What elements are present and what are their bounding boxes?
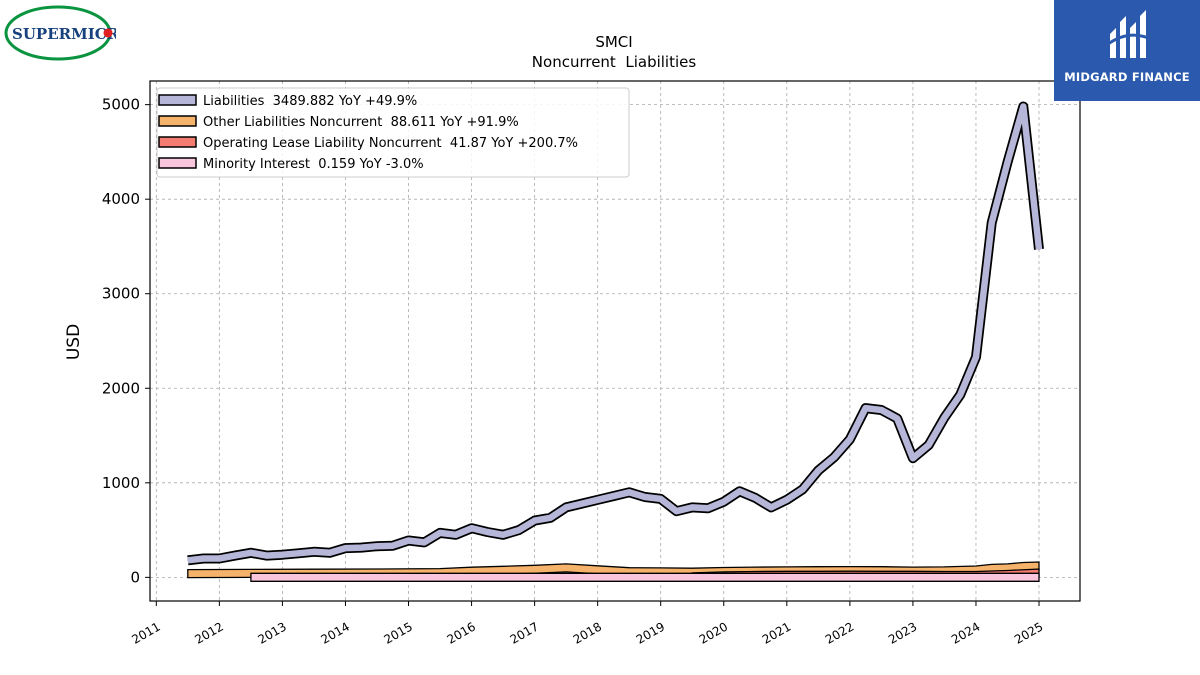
x-tick-label: 2024 [949, 619, 982, 646]
series-liabilities [187, 101, 1044, 566]
legend-swatch-minority-interest [158, 157, 197, 169]
series-band [250, 572, 1040, 582]
supermicro-logo: SUPERMICR [4, 5, 116, 61]
y-tick-label: 4000 [102, 190, 140, 208]
x-tick-label: 2020 [697, 619, 730, 646]
midgard-finance-logo: MIDGARD FINANCE [1054, 0, 1200, 101]
series-minority-interest [250, 572, 1040, 582]
y-axis-label: USD [64, 324, 84, 360]
x-tick-label: 2015 [382, 619, 415, 646]
x-tick-label: 2018 [571, 619, 604, 646]
x-tick-label: 2013 [255, 619, 288, 646]
supermicro-logo-text: SUPERMICR [12, 25, 116, 43]
legend-swatch-liabilities [158, 94, 197, 106]
y-tick-label: 3000 [102, 285, 140, 303]
x-tick-label: 2011 [129, 619, 162, 646]
x-tick-label: 2014 [319, 619, 352, 646]
y-tick-label: 2000 [102, 379, 140, 397]
legend-entry: Liabilities 3489.882 YoY +49.9% [158, 94, 417, 109]
plot-frame [149, 80, 1081, 602]
y-axis: 0 1000 2000 3000 4000 5000 [102, 96, 150, 586]
legend-label-other-liabilities: Other Liabilities Noncurrent 88.611 YoY … [203, 115, 519, 130]
x-tick-label: 2021 [760, 619, 793, 646]
legend: Liabilities 3489.882 YoY +49.9% Other Li… [156, 87, 630, 178]
chart-subtitle: Noncurrent Liabilities [532, 53, 697, 71]
chart-title: SMCI [595, 33, 632, 51]
legend-entry: Operating Lease Liability Noncurrent 41.… [158, 136, 578, 151]
y-tick-label: 5000 [102, 96, 140, 114]
y-tick-label: 1000 [102, 474, 140, 492]
legend-label-operating-lease: Operating Lease Liability Noncurrent 41.… [203, 136, 578, 151]
legend-entry: Minority Interest 0.159 YoY -3.0% [158, 157, 424, 172]
x-tick-label: 2017 [508, 619, 541, 646]
x-tick-label: 2022 [823, 619, 856, 646]
legend-swatch-operating-lease [158, 136, 197, 148]
legend-box [156, 87, 630, 178]
x-tick-label: 2023 [886, 619, 919, 646]
x-tick-label: 2012 [192, 619, 225, 646]
legend-label-liabilities: Liabilities 3489.882 YoY +49.9% [203, 94, 417, 109]
x-tick-label: 2025 [1012, 619, 1045, 646]
legend-swatch-other-liabilities [158, 115, 197, 127]
x-axis: 2011 2012 2013 2014 2015 2016 2017 2018 2019 2020… [129, 601, 1046, 647]
y-tick-label: 0 [130, 568, 140, 586]
logo-dot [103, 28, 113, 38]
series-line [187, 103, 1043, 564]
midgard-emblem-icon [1107, 10, 1149, 58]
x-tick-label: 2016 [445, 619, 478, 646]
series-layer [187, 101, 1044, 582]
legend-entry: Other Liabilities Noncurrent 88.611 YoY … [158, 115, 519, 130]
legend-label-minority-interest: Minority Interest 0.159 YoY -3.0% [203, 157, 424, 172]
x-tick-label: 2019 [634, 619, 667, 646]
midgard-logo-text: MIDGARD FINANCE [1064, 70, 1190, 84]
